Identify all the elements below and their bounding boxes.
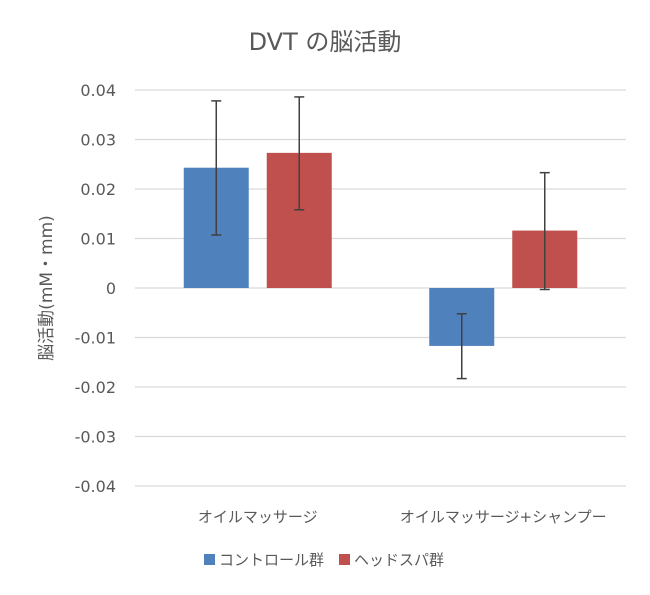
y-tick-label: 0.02	[80, 180, 116, 199]
error-bars	[211, 96, 550, 380]
y-tick-label: -0.01	[75, 329, 116, 348]
chart-title: DVT の脳活動	[249, 28, 402, 56]
y-tick-label: -0.04	[75, 477, 116, 496]
y-tick-label: -0.02	[75, 378, 116, 397]
legend: コントロール群 ヘッドスパ群	[204, 551, 444, 569]
y-tick-label: 0.03	[80, 131, 116, 150]
legend-swatch	[204, 554, 215, 565]
legend-label: コントロール群	[219, 551, 324, 569]
y-tick-label: 0	[106, 279, 116, 298]
legend-swatch	[339, 554, 350, 565]
legend-label: ヘッドスパ群	[354, 551, 444, 569]
x-tick-label: オイルマッサージ	[198, 508, 318, 526]
y-tick-label: -0.03	[75, 428, 116, 447]
y-axis-ticks: 0.04 0.03 0.02 0.01 0 -0.01 -0.02 -0.03 -0.04	[75, 81, 116, 496]
x-tick-label: オイルマッサージ+シャンプー	[400, 508, 607, 526]
x-axis-ticks: オイルマッサージ オイルマッサージ+シャンプー	[198, 508, 607, 526]
y-tick-label: 0.04	[80, 81, 116, 100]
bars	[183, 152, 578, 346]
y-tick-label: 0.01	[80, 230, 116, 249]
y-axis-label: 脳活動(mM・mm)	[37, 215, 57, 361]
